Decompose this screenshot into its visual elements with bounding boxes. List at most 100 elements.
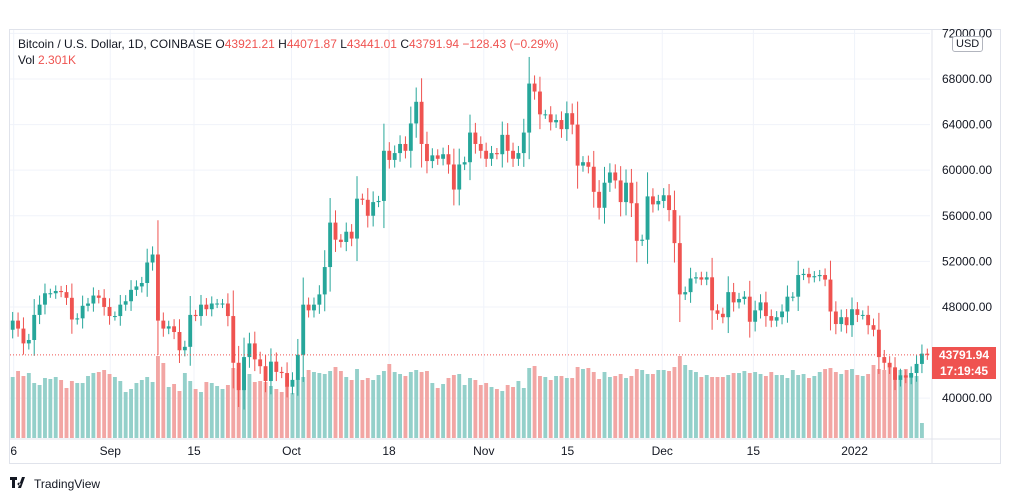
volume-bar bbox=[268, 386, 273, 438]
candle-body bbox=[301, 304, 306, 355]
candle-body bbox=[855, 309, 860, 315]
volume-bar bbox=[139, 380, 144, 438]
candle-body bbox=[763, 302, 768, 317]
volume-bar bbox=[451, 375, 456, 438]
volume-bar bbox=[484, 383, 489, 438]
candle-body bbox=[96, 295, 101, 298]
volume-bar bbox=[511, 387, 515, 438]
volume-bar bbox=[414, 370, 419, 438]
candle-body bbox=[640, 239, 645, 241]
candle-body bbox=[677, 243, 682, 295]
candle-body bbox=[457, 164, 462, 190]
candle-body bbox=[236, 362, 241, 391]
candle-body bbox=[591, 166, 596, 192]
candle-body bbox=[16, 320, 21, 329]
candle-body bbox=[505, 134, 510, 151]
volume-bar bbox=[747, 373, 752, 438]
volume-bar bbox=[215, 386, 220, 438]
volume-bar bbox=[96, 372, 101, 438]
candle-body bbox=[268, 361, 273, 382]
candle-body bbox=[37, 304, 42, 315]
volume-bar bbox=[882, 370, 887, 438]
currency-badge[interactable]: USD bbox=[952, 36, 984, 52]
volume-bar bbox=[850, 369, 854, 438]
candle-body bbox=[381, 150, 386, 201]
volume-bar bbox=[812, 376, 817, 438]
candle-body bbox=[694, 277, 698, 279]
volume-bar bbox=[871, 365, 876, 438]
candle-body bbox=[629, 182, 634, 204]
volume-bar bbox=[10, 377, 15, 438]
volume-bar bbox=[177, 391, 182, 438]
candle-body bbox=[75, 318, 80, 320]
volume-bar bbox=[123, 392, 128, 438]
volume-bar bbox=[591, 372, 596, 438]
volume-bar bbox=[640, 370, 645, 438]
volume-value: 2.301K bbox=[38, 53, 77, 67]
volume-bar bbox=[338, 371, 343, 438]
candle-body bbox=[231, 316, 236, 363]
candle-body bbox=[737, 298, 741, 303]
volume-bar bbox=[688, 370, 693, 438]
candle-body bbox=[839, 317, 844, 325]
volume-bar bbox=[774, 375, 779, 438]
volume-bar bbox=[860, 376, 865, 438]
volume-bar bbox=[855, 375, 860, 438]
volume-bar bbox=[59, 380, 64, 438]
change-value: −128.43 (−0.29%) bbox=[462, 37, 559, 51]
volume-bar bbox=[26, 373, 31, 438]
candle-body bbox=[204, 304, 209, 310]
volume-bar bbox=[48, 379, 53, 438]
volume-bar bbox=[462, 385, 467, 438]
close-value: 43791.94 bbox=[409, 37, 460, 51]
volume-bar bbox=[392, 372, 397, 438]
volume-bar bbox=[75, 383, 80, 438]
candle-body bbox=[451, 164, 456, 190]
candle-body bbox=[726, 292, 731, 318]
branding-footer[interactable]: TradingView bbox=[10, 474, 100, 494]
volume-bar bbox=[780, 375, 784, 438]
candle-body bbox=[747, 296, 752, 322]
candle-body bbox=[177, 332, 182, 351]
volume-bar bbox=[32, 383, 37, 438]
volume-bar bbox=[53, 377, 58, 438]
volume-bar bbox=[715, 377, 720, 438]
candle-body bbox=[564, 113, 569, 130]
candle-body bbox=[871, 325, 876, 330]
candle-body bbox=[667, 195, 672, 211]
volume-bar bbox=[543, 377, 548, 438]
volume-bar bbox=[360, 380, 365, 438]
volume-bar bbox=[554, 376, 559, 438]
candle-body bbox=[586, 162, 591, 167]
volume-bar bbox=[225, 385, 230, 438]
volume-bar bbox=[258, 381, 263, 438]
candle-body bbox=[322, 267, 327, 295]
candle-body bbox=[521, 132, 526, 154]
candle-body bbox=[602, 182, 607, 208]
candle-body bbox=[161, 320, 166, 329]
candle-body bbox=[242, 357, 246, 391]
candle-body bbox=[468, 132, 472, 163]
volume-bar bbox=[801, 374, 806, 438]
candle-body bbox=[597, 191, 602, 208]
volume-bar bbox=[290, 393, 295, 438]
low-label: L bbox=[340, 37, 347, 51]
candle-body bbox=[559, 120, 564, 130]
y-tick-label: 48000.00 bbox=[942, 300, 992, 314]
volume-bar bbox=[737, 373, 741, 438]
volume-bar bbox=[64, 388, 69, 438]
candle-body bbox=[215, 303, 220, 305]
candle-body bbox=[893, 367, 897, 380]
volume-bar bbox=[220, 389, 225, 438]
volume-bar bbox=[624, 378, 628, 438]
candle-body bbox=[919, 353, 924, 364]
volume-bar bbox=[86, 376, 90, 438]
volume-bar bbox=[166, 387, 171, 438]
candle-body bbox=[220, 303, 225, 305]
high-label: H bbox=[278, 37, 287, 51]
volume-bar bbox=[699, 377, 704, 438]
candle-body bbox=[538, 91, 542, 115]
candle-body bbox=[807, 273, 811, 278]
candle-body bbox=[419, 101, 424, 144]
